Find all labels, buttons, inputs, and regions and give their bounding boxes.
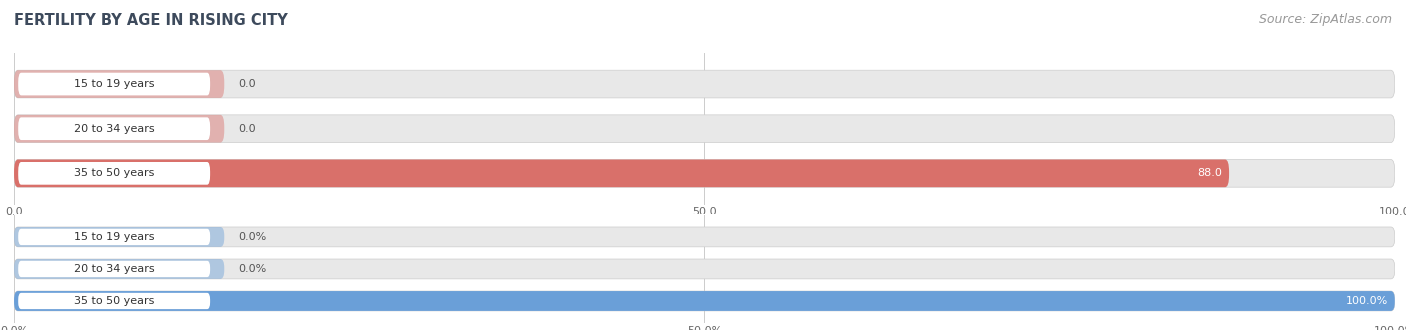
Text: 15 to 19 years: 15 to 19 years — [75, 232, 155, 242]
FancyBboxPatch shape — [18, 261, 209, 277]
Text: 20 to 34 years: 20 to 34 years — [75, 124, 155, 134]
FancyBboxPatch shape — [14, 291, 1395, 311]
FancyBboxPatch shape — [14, 115, 225, 143]
Text: 35 to 50 years: 35 to 50 years — [75, 296, 155, 306]
Text: 100.0%: 100.0% — [1346, 296, 1388, 306]
Text: FERTILITY BY AGE IN RISING CITY: FERTILITY BY AGE IN RISING CITY — [14, 13, 288, 28]
Text: 20 to 34 years: 20 to 34 years — [75, 264, 155, 274]
Text: 0.0: 0.0 — [238, 79, 256, 89]
Text: 15 to 19 years: 15 to 19 years — [75, 79, 155, 89]
FancyBboxPatch shape — [14, 259, 225, 279]
FancyBboxPatch shape — [14, 70, 225, 98]
Text: Source: ZipAtlas.com: Source: ZipAtlas.com — [1258, 13, 1392, 26]
FancyBboxPatch shape — [18, 162, 209, 185]
FancyBboxPatch shape — [14, 70, 1395, 98]
FancyBboxPatch shape — [14, 159, 1229, 187]
FancyBboxPatch shape — [18, 229, 209, 245]
Text: 0.0%: 0.0% — [238, 264, 266, 274]
Text: 88.0: 88.0 — [1198, 168, 1222, 178]
FancyBboxPatch shape — [14, 227, 1395, 247]
Text: 0.0%: 0.0% — [238, 232, 266, 242]
FancyBboxPatch shape — [18, 293, 209, 309]
FancyBboxPatch shape — [14, 159, 1395, 187]
Text: 35 to 50 years: 35 to 50 years — [75, 168, 155, 178]
FancyBboxPatch shape — [14, 291, 1395, 311]
FancyBboxPatch shape — [14, 227, 225, 247]
FancyBboxPatch shape — [14, 115, 1395, 143]
Text: 0.0: 0.0 — [238, 124, 256, 134]
FancyBboxPatch shape — [14, 259, 1395, 279]
FancyBboxPatch shape — [18, 73, 209, 95]
FancyBboxPatch shape — [18, 117, 209, 140]
